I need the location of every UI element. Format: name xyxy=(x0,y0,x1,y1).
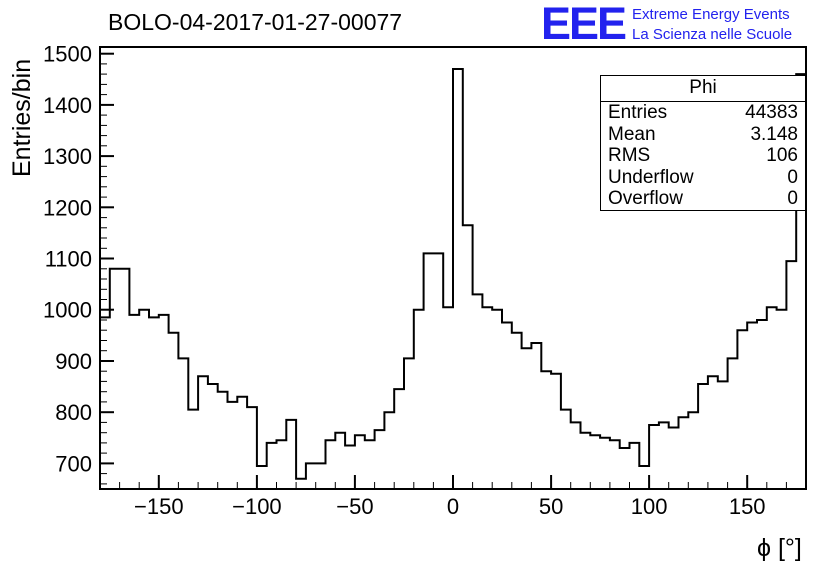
y-tick-label: 1300 xyxy=(43,144,92,169)
y-tick-label: 1000 xyxy=(43,298,92,323)
stats-label: RMS xyxy=(608,145,651,166)
x-tick-label: −50 xyxy=(336,494,373,519)
y-tick-label: 1500 xyxy=(43,42,92,67)
stats-box-title: Phi xyxy=(601,76,805,102)
x-tick-label: 150 xyxy=(729,494,766,519)
x-tick-label: 100 xyxy=(631,494,668,519)
stats-label: Mean xyxy=(608,123,656,145)
eee-logo-mark: EEE xyxy=(541,0,627,49)
eee-logo-line1: Extreme Energy Events xyxy=(632,6,790,23)
y-tick-label: 1100 xyxy=(45,247,92,272)
page-title: BOLO-04-2017-01-27-00077 xyxy=(108,9,403,35)
x-tick-label: 50 xyxy=(539,494,563,519)
x-tick-label: 0 xyxy=(447,494,459,519)
eee-logo-subtitle: Extreme Energy Events La Scienza nelle S… xyxy=(632,3,792,46)
y-tick-label: 800 xyxy=(55,400,92,425)
y-tick-label: 700 xyxy=(55,451,92,476)
stats-value: 3.148 xyxy=(750,123,798,145)
stats-value: 0 xyxy=(787,188,798,209)
stats-label: Entries xyxy=(608,102,668,123)
stats-box: Phi Entries 44383 Mean 3.148 RMS 106 Und… xyxy=(600,75,806,211)
x-tick-label: −150 xyxy=(134,494,184,519)
stats-label: Overflow xyxy=(608,188,683,209)
stats-row-mean: Mean 3.148 xyxy=(601,124,805,146)
eee-logo-line2: La Scienza nelle Scuole xyxy=(632,26,793,44)
eee-logo: EEE Extreme Energy Events La Scienza nel… xyxy=(541,0,792,49)
x-tick-label: −100 xyxy=(232,494,282,519)
y-axis-title: Entries/bin xyxy=(8,58,36,177)
stats-label: Underflow xyxy=(608,166,694,188)
y-tick-label: 900 xyxy=(55,349,92,374)
stats-row-entries: Entries 44383 xyxy=(601,102,805,124)
histogram-line xyxy=(100,68,806,480)
stats-value: 44383 xyxy=(745,102,798,123)
y-tick-label: 1400 xyxy=(43,93,92,118)
y-tick-label: 1200 xyxy=(43,195,92,220)
x-axis-title: ϕ [°] xyxy=(757,534,802,562)
stats-value: 0 xyxy=(787,166,798,188)
stats-value: 106 xyxy=(766,145,798,166)
stats-row-overflow: Overflow 0 xyxy=(601,188,805,210)
stats-row-rms: RMS 106 xyxy=(601,145,805,167)
stats-row-underflow: Underflow 0 xyxy=(601,167,805,189)
